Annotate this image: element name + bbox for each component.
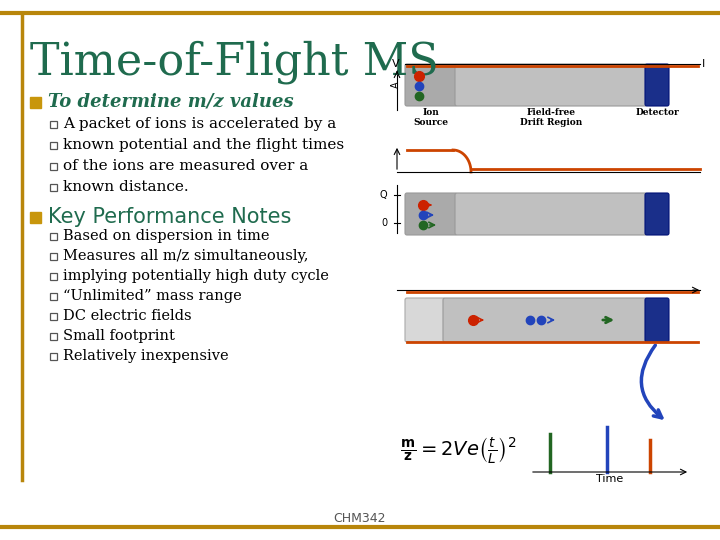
Text: Relatively inexpensive: Relatively inexpensive [63,349,229,363]
Text: Time-of-Flight MS: Time-of-Flight MS [30,40,438,84]
Bar [30,212,41,223]
Text: A packet of ions is accelerated by a: A packet of ions is accelerated by a [63,117,336,131]
Bar [50,121,57,128]
Bar [30,97,41,108]
Text: Measures all m/z simultaneously,: Measures all m/z simultaneously, [63,249,308,263]
FancyBboxPatch shape [645,298,669,342]
Bar [50,313,57,320]
Text: 0: 0 [381,218,387,228]
Bar [50,293,57,300]
FancyArrowPatch shape [642,345,662,418]
Text: Small footprint: Small footprint [63,329,175,343]
Text: implying potentially high duty cycle: implying potentially high duty cycle [63,269,329,283]
Text: Field-free
Drift Region: Field-free Drift Region [520,108,582,127]
FancyBboxPatch shape [455,193,647,235]
Text: known potential and the flight times: known potential and the flight times [63,138,344,152]
Text: Key Performance Notes: Key Performance Notes [48,207,292,227]
Bar [50,273,57,280]
Text: A: A [391,82,401,89]
FancyBboxPatch shape [443,298,647,342]
Bar [50,142,57,149]
Text: To determine m/z values: To determine m/z values [48,93,294,111]
FancyBboxPatch shape [405,193,457,235]
Text: Ion
Source: Ion Source [413,108,449,127]
Text: V: V [392,59,400,69]
FancyBboxPatch shape [405,64,457,106]
Bar [50,233,57,240]
Text: Time: Time [596,474,624,484]
Bar [50,333,57,340]
Text: DC electric fields: DC electric fields [63,309,192,323]
Text: Q: Q [379,190,387,200]
FancyBboxPatch shape [645,193,669,235]
Text: of the ions are measured over a: of the ions are measured over a [63,159,308,173]
FancyBboxPatch shape [405,298,445,342]
Bar [50,184,57,191]
Text: $\frac{\mathbf{m}}{\mathbf{z}} = 2Ve\left(\frac{t}{L}\right)^2$: $\frac{\mathbf{m}}{\mathbf{z}} = 2Ve\lef… [400,435,516,465]
FancyBboxPatch shape [645,64,669,106]
FancyBboxPatch shape [455,64,647,106]
Bar [50,253,57,260]
Bar [50,353,57,360]
Text: Based on dispersion in time: Based on dispersion in time [63,229,269,243]
Text: “Unlimited” mass range: “Unlimited” mass range [63,289,242,303]
Text: Detector: Detector [635,108,679,117]
Text: CHM342: CHM342 [334,511,386,524]
Text: known distance.: known distance. [63,180,189,194]
Bar [50,163,57,170]
Text: I: I [702,59,706,69]
